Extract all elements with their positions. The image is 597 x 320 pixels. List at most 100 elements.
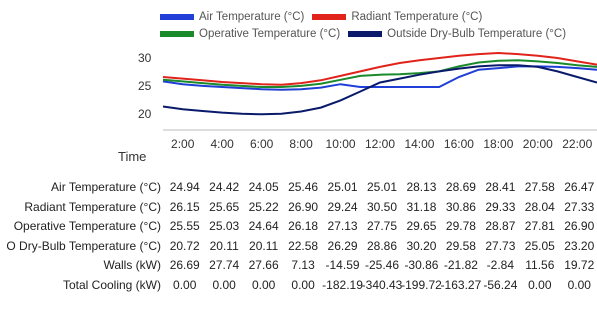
table-row-label: Radiant Temperature (°C) <box>24 199 161 214</box>
x-tick-label: 14:00 <box>404 137 435 151</box>
x-axis-label: Time <box>118 149 147 164</box>
legend-item-2: Radiant Temperature (°C) <box>312 8 482 25</box>
table-cell: 26.29 <box>327 238 358 253</box>
x-tick-label: 8:00 <box>289 137 313 151</box>
table-cell: 29.65 <box>406 219 437 233</box>
table-cell: 29.24 <box>327 199 358 214</box>
table-cell: 27.58 <box>524 180 555 194</box>
x-tick-label: 2:00 <box>171 137 195 151</box>
legend-item-4: Outside Dry-Bulb Temperature (°C) <box>348 25 566 42</box>
table-cell: 25.03 <box>209 219 240 233</box>
x-tick-label: 16:00 <box>443 137 474 151</box>
table-cell: 28.04 <box>524 199 555 214</box>
legend-label: Operative Temperature (°C) <box>199 27 341 40</box>
table-cell: 30.86 <box>445 199 476 214</box>
table-cell: 0.00 <box>212 277 236 292</box>
table-cell: 26.18 <box>288 219 319 233</box>
table-cell: 27.74 <box>209 258 240 272</box>
series-line-2 <box>162 51 597 86</box>
table-cell: 25.05 <box>524 238 555 253</box>
legend-label: Air Temperature (°C) <box>199 10 305 23</box>
table-row-label: Walls (kW) <box>103 258 161 272</box>
table-cell: 25.01 <box>366 180 398 194</box>
table-cell: 26.47 <box>564 180 595 194</box>
table-cell: 25.65 <box>209 199 240 214</box>
legend-item-1: Air Temperature (°C) <box>160 8 304 25</box>
table-cell: -2.84 <box>486 258 515 272</box>
table-cell: -56.24 <box>483 277 518 292</box>
table-cell: 24.05 <box>248 180 279 194</box>
table-cell: 27.73 <box>485 238 516 253</box>
chart-legend: Air Temperature (°C) Radiant Temperature … <box>160 8 590 42</box>
table-cell: 28.69 <box>445 180 476 194</box>
y-tick-label: 25 <box>138 79 152 93</box>
table-cell: 25.22 <box>248 199 279 214</box>
table-cell: 20.72 <box>169 238 200 253</box>
legend-item-3: Operative Temperature (°C) <box>160 25 340 42</box>
table-row-label: Total Cooling (kW) <box>62 277 161 292</box>
y-tick-label: 30 <box>138 51 152 66</box>
table-cell: 7.13 <box>291 258 315 272</box>
table-cell: -25.46 <box>364 258 400 272</box>
table-cell: 24.64 <box>248 219 279 233</box>
legend-swatch <box>160 30 194 37</box>
legend-swatch <box>160 13 194 20</box>
legend-swatch <box>312 13 347 20</box>
table-cell: 30.50 <box>366 199 398 214</box>
table-cell: -163.27 <box>440 277 482 292</box>
table-cell: -21.82 <box>443 258 478 272</box>
x-tick-label: 6:00 <box>249 137 274 151</box>
table-cell: 24.94 <box>169 180 200 194</box>
table-cell: 25.46 <box>288 180 319 194</box>
table-cell: 19.72 <box>564 258 595 272</box>
table-cell: 0.00 <box>251 277 276 292</box>
table-cell: 20.11 <box>209 238 239 253</box>
x-tick-label: 4:00 <box>210 137 234 151</box>
series-line-3 <box>162 59 597 88</box>
table-cell: 0.00 <box>291 277 315 292</box>
series-line-4 <box>162 64 597 116</box>
table-cell: 26.15 <box>169 199 200 214</box>
table-cell: 30.20 <box>406 238 437 253</box>
table-row-label: Air Temperature (°C) <box>51 180 161 194</box>
legend-label: Radiant Temperature (°C) <box>351 10 483 23</box>
table-cell: 26.90 <box>288 199 319 214</box>
table-cell: 25.55 <box>169 219 200 233</box>
table-cell: 29.33 <box>485 199 516 214</box>
table-cell: 26.69 <box>169 258 200 272</box>
table-cell: 27.33 <box>564 199 595 214</box>
series-line-1 <box>162 65 597 91</box>
table-cell: -182.19 <box>322 277 363 292</box>
table-cell: 0.00 <box>567 277 591 292</box>
table-cell: 28.87 <box>485 219 516 233</box>
x-tick-label: 22:00 <box>562 137 593 151</box>
table-cell: -14.59 <box>325 258 360 272</box>
table-cell: -340.43 <box>361 277 403 292</box>
table-cell: 27.13 <box>327 219 358 233</box>
table-cell: 28.86 <box>366 238 398 253</box>
x-tick-label: 10:00 <box>325 137 356 151</box>
table-cell: 25.01 <box>327 180 358 194</box>
table-cell: 24.42 <box>209 180 240 194</box>
x-tick-label: 20:00 <box>522 137 553 151</box>
table-row-label: O Dry-Bulb Temperature (°C) <box>6 238 161 253</box>
table-cell: 31.18 <box>406 199 437 214</box>
table-cell: 0.00 <box>528 277 552 292</box>
legend-label: Outside Dry-Bulb Temperature (°C) <box>387 27 567 40</box>
table-cell: 20.11 <box>249 238 279 253</box>
table-cell: 0.00 <box>173 277 197 292</box>
legend-swatch <box>348 30 383 37</box>
table-row-label: Operative Temperature (°C) <box>13 219 161 233</box>
table-cell: 27.81 <box>524 219 555 233</box>
x-tick-label: 18:00 <box>483 137 514 151</box>
table-cell: 27.75 <box>366 219 398 233</box>
table-cell: 26.90 <box>564 219 595 233</box>
table-cell: 29.58 <box>445 238 476 253</box>
table-cell: -30.86 <box>404 258 439 272</box>
table-cell: 11.56 <box>525 258 555 272</box>
table-cell: 23.20 <box>564 238 595 253</box>
table-cell: 22.58 <box>288 238 319 253</box>
table-cell: 28.13 <box>406 180 437 194</box>
y-tick-label: 20 <box>138 106 152 121</box>
